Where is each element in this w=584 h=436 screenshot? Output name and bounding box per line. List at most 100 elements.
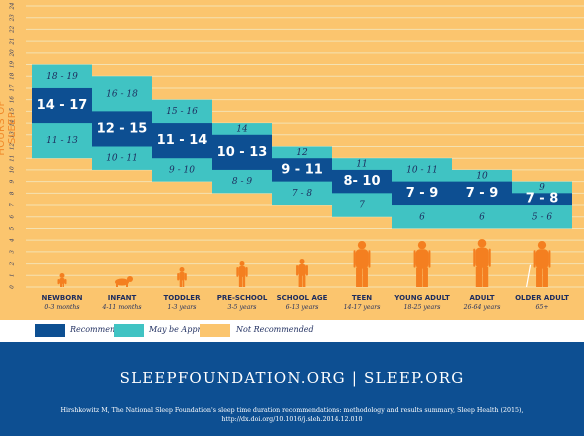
silhouette-torso-8 xyxy=(535,249,549,269)
legend-label-recommended: Recommended xyxy=(70,325,131,334)
silhouette-person-6 xyxy=(413,241,431,287)
label-appropriate-high-3: 14 xyxy=(236,124,248,134)
silhouette-head-6 xyxy=(417,241,427,250)
silhouette-leg-b-3 xyxy=(242,275,246,287)
silhouette-person-8 xyxy=(525,241,551,288)
silhouette-head-5 xyxy=(357,241,367,250)
silhouette-torso-5 xyxy=(355,249,369,269)
label-appropriate-low-7: 6 xyxy=(479,212,485,222)
x-category-age-5: 14-17 years xyxy=(344,304,381,311)
silhouette-leg-b-4 xyxy=(302,274,306,287)
footer-headline[interactable]: SLEEPFOUNDATION.ORG | SLEEP.ORG xyxy=(119,369,465,387)
silhouette-arm-b-2 xyxy=(184,273,187,281)
sleep-chart: 0 1 2 3 4 5 6 7 8 9 10 11 12 13 14 15 16 17 18 19 20 21 22 23 24… xyxy=(0,0,584,342)
y-axis-title: HOURS OF SLEEP xyxy=(0,100,18,156)
x-category-age-3: 3-5 years xyxy=(228,304,257,311)
y-tick-label-19: 19 xyxy=(10,61,16,68)
silhouette-head-3 xyxy=(239,261,245,266)
legend: Recommended May be Appropriate Not Recom… xyxy=(0,320,584,342)
y-tick-label-15: 15 xyxy=(10,107,16,114)
silhouette-head-4 xyxy=(299,259,305,265)
label-appropriate-low-4: 7 - 8 xyxy=(292,189,312,199)
silhouette-leg-a-7 xyxy=(475,266,482,287)
silhouette-leg-b-5 xyxy=(362,267,368,287)
label-appropriate-high-6: 10 - 11 xyxy=(406,165,438,175)
silhouette-leg-b-1 xyxy=(126,284,128,287)
y-tick-label-18: 18 xyxy=(10,72,16,79)
silhouette-leg-b-8 xyxy=(542,267,548,287)
label-recommended-0: 14 - 17 xyxy=(37,98,88,113)
label-recommended-7: 7 - 9 xyxy=(466,186,499,201)
label-strip xyxy=(0,288,584,320)
silhouette-arm-b-4 xyxy=(305,265,308,276)
y-tick-label-0: 0 xyxy=(10,285,16,289)
silhouette-torso-2 xyxy=(179,272,185,281)
silhouette-head-0 xyxy=(59,273,65,278)
silhouette-person-5 xyxy=(353,241,371,287)
silhouette-arm-a-2 xyxy=(177,273,180,281)
silhouette-arm-b-8 xyxy=(548,250,551,268)
label-recommended-2: 11 - 14 xyxy=(157,133,208,148)
label-appropriate-high-8: 9 xyxy=(539,183,545,193)
label-appropriate-low-0: 11 - 13 xyxy=(46,136,78,146)
citation-doi-link[interactable]: http://dx.doi.org/10.1016/j.sleh.2014.12… xyxy=(221,416,363,423)
x-category-age-6: 18-25 years xyxy=(404,304,441,311)
label-appropriate-high-4: 12 xyxy=(296,148,308,158)
silhouette-person-0 xyxy=(57,273,67,287)
x-category-label-0: NEWBORN xyxy=(42,294,83,302)
x-category-label-1: INFANT xyxy=(108,294,137,302)
legend-swatch-appropriate xyxy=(114,324,144,337)
x-category-label-4: SCHOOL AGE xyxy=(277,294,328,302)
label-appropriate-high-7: 10 xyxy=(476,171,488,181)
silhouette-person-1 xyxy=(115,276,133,287)
bar-recommended-1 xyxy=(92,111,152,147)
silhouette-arm-b-6 xyxy=(428,250,431,268)
y-tick-label-3: 3 xyxy=(10,250,16,254)
y-tick-label-4: 4 xyxy=(10,238,16,243)
silhouette-arm-a-4 xyxy=(296,265,299,276)
y-tick-label-17: 17 xyxy=(10,84,16,91)
x-category-label-7: ADULT xyxy=(470,294,495,302)
bar-recommended-3 xyxy=(212,134,272,170)
bar-recommended-2 xyxy=(152,123,212,159)
y-tick-label-20: 20 xyxy=(10,49,16,57)
legend-label-appropriate: May be Appropriate xyxy=(149,325,231,334)
silhouette-leg-b-6 xyxy=(422,267,428,287)
x-category-age-4: 6-13 years xyxy=(286,304,319,311)
y-tick-label-2: 2 xyxy=(10,261,16,266)
silhouette-head-1 xyxy=(127,276,133,282)
silhouette-body-1 xyxy=(115,278,129,286)
x-category-label-2: TODDLER xyxy=(164,294,202,302)
silhouette-head-8 xyxy=(537,241,547,250)
bar-recommended-8 xyxy=(512,193,572,206)
label-appropriate-low-6: 6 xyxy=(419,212,425,222)
silhouette-torso-4 xyxy=(298,264,306,276)
y-tick-label-12: 12 xyxy=(10,143,16,150)
silhouette-person-7 xyxy=(473,239,491,287)
silhouette-leg-a-8 xyxy=(536,267,542,287)
x-category-age-7: 26-64 years xyxy=(463,304,501,311)
label-appropriate-low-3: 8 - 9 xyxy=(232,177,252,187)
silhouette-arm-b-3 xyxy=(245,267,248,277)
label-appropriate-low-2: 9 - 10 xyxy=(169,165,195,175)
silhouette-leg-a-3 xyxy=(238,275,242,287)
bar-recommended-4 xyxy=(272,158,332,182)
label-recommended-5: 8- 10 xyxy=(343,174,380,189)
label-appropriate-high-5: 11 xyxy=(356,160,367,170)
silhouette-head-2 xyxy=(179,267,185,272)
x-category-label-5: TEEN xyxy=(352,294,372,302)
y-tick-label-16: 16 xyxy=(10,96,16,103)
silhouette-leg-b-2 xyxy=(182,279,185,287)
silhouette-cane xyxy=(525,264,532,288)
silhouette-torso-6 xyxy=(415,249,429,269)
label-recommended-4: 9 - 11 xyxy=(281,162,323,177)
y-tick-label-24: 24 xyxy=(10,2,16,10)
label-appropriate-high-1: 16 - 18 xyxy=(106,89,138,99)
label-appropriate-low-8: 5 - 6 xyxy=(532,212,552,222)
y-tick-label-11: 11 xyxy=(10,155,16,162)
silhouette-torso-7 xyxy=(475,247,489,268)
label-recommended-8: 7 - 8 xyxy=(526,192,559,207)
silhouette-arm-b-0 xyxy=(64,279,67,285)
y-tick-label-9: 9 xyxy=(10,179,16,183)
x-category-age-0: 0-3 months xyxy=(44,304,79,311)
